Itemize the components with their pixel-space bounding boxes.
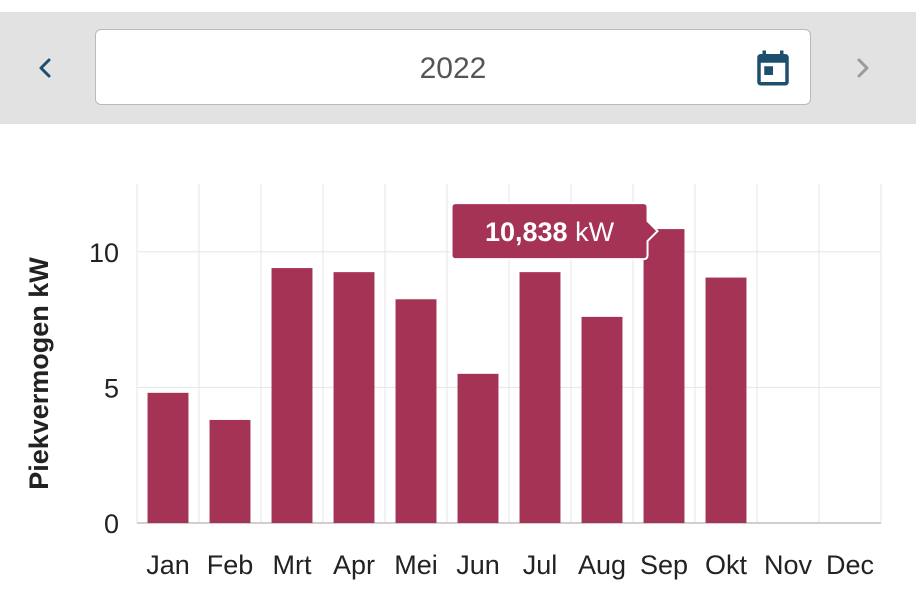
bar-okt [705,277,747,523]
x-tick-label: Jun [456,550,500,580]
tooltip-text: 10,838 kW [485,217,615,247]
x-tick-label: Okt [705,550,748,580]
chevron-left-icon [39,58,51,78]
bar-mrt [271,268,313,523]
x-tick-label: Jul [523,550,558,580]
calendar-icon[interactable] [752,47,794,89]
x-tick-label: Nov [764,550,813,580]
period-label: 2022 [419,52,487,85]
date-picker-field[interactable]: 2022 [95,29,811,105]
bar-jun [457,373,499,523]
tooltip-unit: kW [568,217,615,247]
x-tick-label: Mrt [273,550,312,580]
y-axis-label: Piekvermogen kW [24,257,54,490]
chart-grid [136,184,882,523]
chevron-right-icon [857,58,869,78]
bar-mei [395,299,437,523]
x-tick-label: Dec [826,550,874,580]
period-toolbar: 2022 [0,12,916,124]
y-tick-label: 10 [89,238,119,268]
tooltip-box [450,202,659,261]
x-tick-label: Mei [394,550,438,580]
chart-bars [147,229,747,524]
chart-labels: 0 5 10 Jan Feb Mrt Apr Mei Jun Jul Aug Sep Okt Nov Dec [89,238,874,580]
bar-apr [333,272,375,523]
previous-period-button[interactable] [18,40,74,96]
x-tick-label: Aug [578,550,626,580]
y-tick-label: 5 [104,373,119,403]
chart-tooltip: 10,838 kW [450,202,659,261]
bar-sep [643,229,685,524]
x-tick-label: Jan [146,550,190,580]
next-period-button[interactable] [834,40,890,96]
tooltip-value: 10,838 [485,217,568,247]
bar-aug [581,316,623,523]
bar-jan [147,392,189,523]
peak-power-bar-chart: 0 5 10 Jan Feb Mrt Apr Mei Jun Jul Aug Sep Okt Nov Dec… [24,184,882,580]
x-tick-label: Apr [333,550,375,580]
x-tick-label: Feb [207,550,254,580]
y-tick-label: 0 [104,509,119,539]
x-tick-label: Sep [640,550,688,580]
bar-jul [519,272,561,523]
bar-feb [209,419,251,523]
